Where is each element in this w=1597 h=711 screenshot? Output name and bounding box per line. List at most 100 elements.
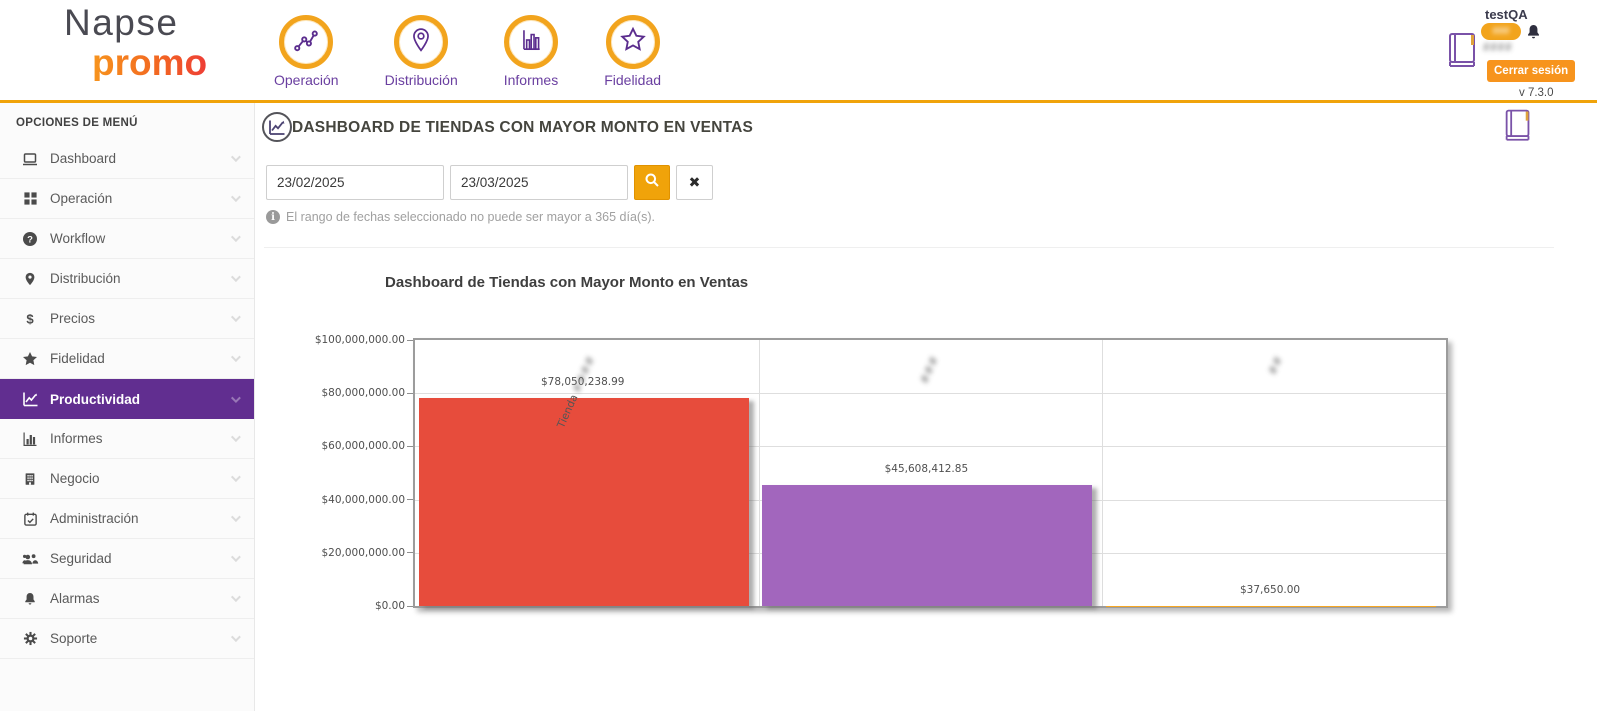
close-x-icon: ✖ xyxy=(688,174,701,191)
nav-item-fidelidad[interactable]: Fidelidad xyxy=(604,15,661,88)
sidebar-item-label: Soporte xyxy=(50,631,98,646)
sidebar-item-productividad[interactable]: Productividad xyxy=(0,379,254,419)
nav-item-informes[interactable]: Informes xyxy=(504,15,558,88)
sidebar-item-label: Dashboard xyxy=(50,151,117,166)
map-pin-icon xyxy=(18,271,42,287)
sidebar-item-informes[interactable]: Informes xyxy=(0,419,254,459)
x-category-label-masked: #### xyxy=(570,354,598,395)
section-divider xyxy=(264,247,1554,248)
y-tick-label: $60,000,000.00 xyxy=(321,440,406,453)
date-filter-row: ✖ xyxy=(266,165,713,200)
chevron-down-icon xyxy=(230,232,241,243)
svg-text:?: ? xyxy=(27,234,33,245)
y-tick-mark xyxy=(407,499,413,501)
sidebar-item-soporte[interactable]: Soporte xyxy=(0,619,254,659)
dollar-icon: $ xyxy=(18,311,42,327)
y-tick-label: $40,000,000.00 xyxy=(321,493,406,506)
search-button[interactable] xyxy=(634,165,670,200)
sidebar-item-label: Operación xyxy=(50,191,113,206)
y-tick-mark xyxy=(407,339,413,341)
napse-promo-logo: Napse promo xyxy=(64,4,207,81)
chevron-down-icon xyxy=(230,272,241,283)
sidebar-item-administracion[interactable]: Administración xyxy=(0,499,254,539)
sidebar-item-label: Distribución xyxy=(50,271,121,286)
sidebar-item-label: Informes xyxy=(50,431,103,446)
map-pin-icon xyxy=(408,27,434,58)
logout-button[interactable]: Cerrar sesión xyxy=(1487,60,1576,82)
grid-icon xyxy=(18,191,42,206)
y-tick-mark xyxy=(407,552,413,554)
chevron-down-icon xyxy=(230,632,241,643)
page-title: DASHBOARD DE TIENDAS CON MAYOR MONTO EN … xyxy=(292,119,754,136)
sidebar-item-label: Fidelidad xyxy=(50,351,105,366)
gear-icon xyxy=(18,631,42,646)
gridline xyxy=(1102,340,1104,606)
x-category-label: ## xyxy=(1266,354,1285,377)
trending-chart-icon xyxy=(262,112,292,142)
star-icon xyxy=(619,26,647,59)
sidebar-item-alarmas[interactable]: Alarmas xyxy=(0,579,254,619)
calendar-check-icon xyxy=(18,511,42,527)
svg-text:$: $ xyxy=(26,311,34,326)
chevron-down-icon xyxy=(230,152,241,163)
logo-text-promo: promo xyxy=(92,42,208,83)
date-to-input[interactable] xyxy=(450,165,628,200)
sidebar-item-label: Precios xyxy=(50,311,96,326)
y-tick-label: $20,000,000.00 xyxy=(321,546,406,559)
header-nav: Operación Distribución xyxy=(274,15,661,88)
sidebar-item-precios[interactable]: $ Precios xyxy=(0,299,254,339)
info-icon: i xyxy=(266,210,280,224)
y-tick-mark xyxy=(407,605,413,607)
sidebar: OPCIONES DE MENÚ Dashboard Operación ? W… xyxy=(0,103,255,711)
chart-plot: $100,000,000.00 $80,000,000.00 $60,000,000… xyxy=(315,334,1448,612)
logo-text-napse: Napse xyxy=(64,2,179,43)
monitor-icon xyxy=(18,151,42,167)
nav-ring xyxy=(279,15,334,69)
bar-value-label: $78,050,238.99 xyxy=(540,376,625,389)
sidebar-title: OPCIONES DE MENÚ xyxy=(16,117,138,129)
bar-value-label: $37,650.00 xyxy=(1239,583,1301,596)
sidebar-item-fidelidad[interactable]: Fidelidad xyxy=(0,339,254,379)
chart-line-icon xyxy=(18,391,42,407)
y-tick-mark xyxy=(407,445,413,447)
gridline xyxy=(415,446,1446,448)
notification-bell-icon[interactable] xyxy=(1526,23,1541,46)
sidebar-item-label: Alarmas xyxy=(50,591,100,606)
chart-title: Dashboard de Tiendas con Mayor Monto en … xyxy=(385,274,749,291)
sidebar-item-seguridad[interactable]: Seguridad xyxy=(0,539,254,579)
bar-0[interactable] xyxy=(418,398,749,606)
manual-book-icon[interactable] xyxy=(1446,31,1479,78)
chevron-down-icon xyxy=(230,392,241,403)
users-icon xyxy=(18,551,42,567)
date-from-input[interactable] xyxy=(266,165,444,200)
bell-icon xyxy=(18,591,42,607)
app-header: Napse promo Operación xyxy=(0,0,1597,103)
building-icon xyxy=(18,471,42,487)
sidebar-item-label: Administración xyxy=(50,511,139,526)
chevron-down-icon xyxy=(230,592,241,603)
help-book-icon[interactable] xyxy=(1503,107,1533,152)
gridline xyxy=(758,340,760,606)
star-icon xyxy=(18,351,42,367)
bar-1[interactable] xyxy=(762,484,1093,606)
username-label: testQA xyxy=(1485,7,1528,22)
nav-label: Operación xyxy=(274,72,339,88)
sidebar-item-negocio[interactable]: Negocio xyxy=(0,459,254,499)
nav-ring xyxy=(394,15,449,69)
bar-chart-icon xyxy=(518,27,544,58)
chevron-down-icon xyxy=(230,552,241,563)
sidebar-item-operacion[interactable]: Operación xyxy=(0,179,254,219)
nav-ring xyxy=(605,15,660,69)
clear-button[interactable]: ✖ xyxy=(676,165,713,200)
date-range-hint: i El rango de fechas seleccionado no pue… xyxy=(266,210,655,224)
share-nodes-icon xyxy=(292,26,320,59)
nav-item-operacion[interactable]: Operación xyxy=(274,15,339,88)
sidebar-item-distribucion[interactable]: Distribución xyxy=(0,259,254,299)
nav-item-distribucion[interactable]: Distribución xyxy=(385,15,458,88)
nav-label: Distribución xyxy=(384,72,458,88)
info-text: El rango de fechas seleccionado no puede… xyxy=(286,210,655,224)
sidebar-item-workflow[interactable]: ? Workflow xyxy=(0,219,254,259)
sidebar-item-dashboard[interactable]: Dashboard xyxy=(0,139,254,179)
y-tick-mark xyxy=(407,392,413,394)
chevron-down-icon xyxy=(230,192,241,203)
